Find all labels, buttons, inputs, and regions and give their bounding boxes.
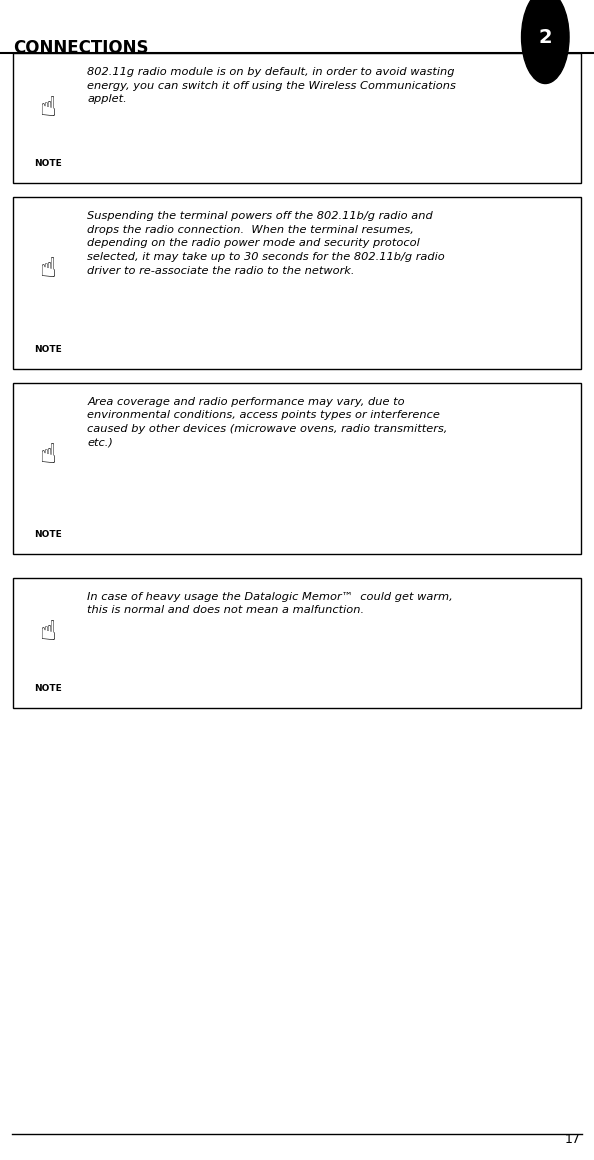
FancyBboxPatch shape: [13, 197, 581, 369]
FancyBboxPatch shape: [13, 578, 581, 708]
Text: NOTE: NOTE: [34, 345, 61, 354]
FancyBboxPatch shape: [13, 383, 581, 554]
Text: In case of heavy usage the Datalogic Memor™  could get warm,
this is normal and : In case of heavy usage the Datalogic Mem…: [87, 592, 453, 615]
Text: CONNECTIONS: CONNECTIONS: [13, 39, 149, 58]
Text: ☝: ☝: [39, 618, 56, 646]
Text: NOTE: NOTE: [34, 683, 61, 693]
Text: NOTE: NOTE: [34, 530, 61, 539]
Text: Area coverage and radio performance may vary, due to
environmental conditions, a: Area coverage and radio performance may …: [87, 397, 448, 448]
Text: 802.11g radio module is on by default, in order to avoid wasting
energy, you can: 802.11g radio module is on by default, i…: [87, 67, 456, 104]
Text: NOTE: NOTE: [34, 159, 61, 168]
Text: 17: 17: [565, 1133, 581, 1146]
Circle shape: [522, 0, 569, 84]
Text: ☝: ☝: [39, 94, 56, 122]
Text: ☝: ☝: [39, 255, 56, 283]
FancyBboxPatch shape: [13, 53, 581, 183]
Text: Suspending the terminal powers off the 802.11b/g radio and
drops the radio conne: Suspending the terminal powers off the 8…: [87, 211, 445, 276]
Text: 2: 2: [539, 28, 552, 46]
Text: ☝: ☝: [39, 441, 56, 469]
